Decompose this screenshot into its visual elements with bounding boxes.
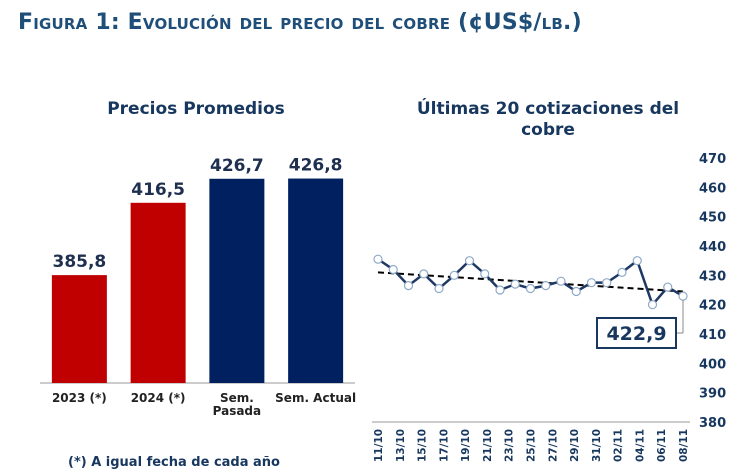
price-point <box>663 282 673 292</box>
price-point <box>632 256 642 266</box>
x-tick-label: 27/10 <box>547 429 559 462</box>
price-point <box>510 279 520 289</box>
bar-category-label: Sem. <box>220 391 254 405</box>
price-point <box>556 276 566 286</box>
bar-chart-title: Precios Promedios <box>107 99 285 119</box>
x-tick-label: 08/11 <box>678 429 690 462</box>
x-tick-label: 02/11 <box>613 429 625 462</box>
line-chart: Últimas 20 cotizaciones del cobre 380 390… <box>372 97 726 462</box>
y-tick-label: 460 <box>699 181 726 196</box>
y-tick-label: 470 <box>699 152 726 167</box>
figure-title: Figura 1: Evolución del precio del cobre… <box>18 10 582 35</box>
bar-chart: Precios Promedios 385,8 2023 (*) 416,5 2024… <box>40 99 356 418</box>
bar-0 <box>51 275 107 383</box>
price-point <box>617 267 627 277</box>
y-tick-label: 390 <box>699 387 726 402</box>
bar-2 <box>209 178 265 383</box>
price-point <box>586 278 597 288</box>
x-tick-label: 31/10 <box>591 429 603 462</box>
price-point <box>388 264 398 275</box>
x-tick-label: 13/10 <box>395 429 407 462</box>
x-tick-label: 06/11 <box>656 429 668 462</box>
price-point <box>678 291 688 301</box>
bar-category-label: Pasada <box>213 404 262 418</box>
y-tick-label: 420 <box>699 299 726 314</box>
price-point <box>647 300 658 310</box>
x-tick-label: 29/10 <box>569 429 581 462</box>
bar-value-label: 416,5 <box>131 180 185 200</box>
bar-value-label: 385,8 <box>52 252 106 272</box>
y-tick-label: 450 <box>699 211 726 226</box>
line-chart-title-line-2: cobre <box>521 120 575 140</box>
y-tick-label: 410 <box>699 328 726 343</box>
price-point <box>602 278 612 288</box>
trend-line <box>377 271 684 293</box>
x-tick-label: 25/10 <box>526 429 538 462</box>
line-chart-title-line-1: Últimas 20 cotizaciones del <box>417 97 679 119</box>
footnote: (*) A igual fecha de cada año <box>68 455 280 470</box>
x-tick-label: 23/10 <box>504 429 516 462</box>
price-point <box>571 286 581 297</box>
y-tick-label: 400 <box>699 357 726 372</box>
y-tick-label: 440 <box>699 240 726 255</box>
bar-category-label: 2024 (*) <box>131 391 186 405</box>
bar-value-label: 426,7 <box>210 156 264 176</box>
callout-value: 422,9 <box>606 323 666 345</box>
price-point <box>495 285 505 295</box>
y-tick-label: 430 <box>699 269 726 284</box>
price-point <box>464 256 475 266</box>
price-point <box>434 283 444 294</box>
price-point <box>373 254 383 264</box>
y-tick-label: 380 <box>699 416 726 431</box>
x-tick-label: 04/11 <box>634 429 646 462</box>
bar-value-label: 426,8 <box>289 156 343 176</box>
price-point <box>419 269 429 279</box>
x-tick-label: 21/10 <box>482 429 494 462</box>
price-point <box>449 270 459 280</box>
price-point <box>480 269 490 279</box>
price-point <box>525 283 536 294</box>
price-point <box>541 281 551 291</box>
bar-3 <box>288 178 344 383</box>
price-point <box>403 281 414 291</box>
x-tick-label: 15/10 <box>417 429 429 462</box>
x-tick-label: 17/10 <box>438 429 450 462</box>
bar-category-label: 2023 (*) <box>52 391 107 405</box>
callout-box <box>596 317 677 349</box>
bar-category-label: Sem. Actual <box>275 391 356 405</box>
bar-1 <box>130 202 186 383</box>
x-tick-label: 19/10 <box>460 429 472 462</box>
x-tick-label: 11/10 <box>373 429 385 462</box>
